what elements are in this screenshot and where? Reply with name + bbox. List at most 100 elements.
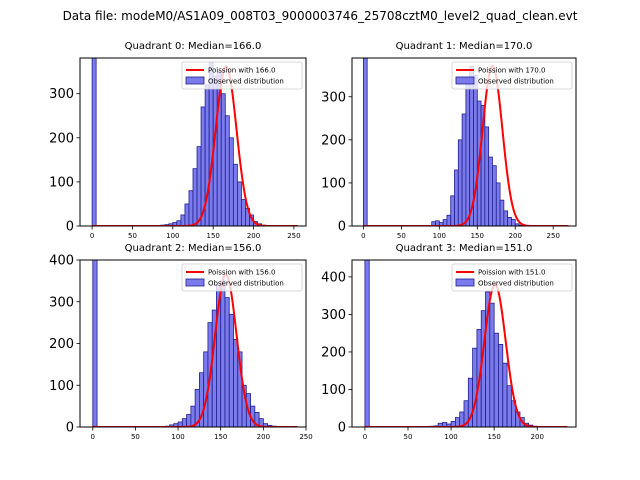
histogram-bar <box>220 280 226 427</box>
x-tick-label: 100 <box>166 232 179 240</box>
histogram-bar <box>224 115 230 226</box>
y-tick-label: 200 <box>321 133 346 148</box>
histogram-bar <box>236 181 242 226</box>
legend-label-observed: Observed distribution <box>478 78 554 86</box>
subplot-quadrant-2: 0 50 100 150 200 250 0 100 200 300 400 Quadrant 2: … <box>49 243 313 441</box>
histogram-bar <box>454 169 459 226</box>
legend-bar-swatch <box>455 76 475 85</box>
histogram-bar <box>489 302 495 427</box>
histogram-bar <box>450 195 455 226</box>
x-tick-label: 50 <box>131 433 140 441</box>
y-tick-label: 100 <box>49 379 74 394</box>
legend-bar-swatch <box>185 278 205 287</box>
x-tick-label: 0 <box>361 232 365 240</box>
x-tick-label: 200 <box>531 433 544 441</box>
axes-frame <box>79 57 307 227</box>
legend-label-observed: Observed distribution <box>478 280 554 288</box>
histogram-bar <box>461 113 467 226</box>
legend-box <box>451 263 573 292</box>
x-tick-label: 0 <box>90 232 94 240</box>
histogram-bar <box>499 199 505 226</box>
histogram-bar <box>498 344 504 427</box>
histogram-bar <box>192 168 198 226</box>
legend-bar-swatch <box>185 76 205 85</box>
histogram-bar <box>503 210 509 226</box>
legend-label-observed: Observed distribution <box>208 78 284 86</box>
x-tick-label: 200 <box>257 433 270 441</box>
y-tick-label: 300 <box>321 308 346 323</box>
subplot-quadrant-3: 0 50 100 150 200 0 100 200 300 400 Quadrant 3: Med… <box>321 243 577 441</box>
histogram-bar <box>228 313 234 427</box>
x-tick-label: 100 <box>171 433 184 441</box>
histogram-bar <box>233 338 239 427</box>
histogram-bar <box>224 297 230 427</box>
y-tick-label: 400 <box>321 270 346 285</box>
legend-box <box>181 61 303 90</box>
legend-label-poisson: Poission with 170.0 <box>478 67 546 75</box>
x-tick-label: 250 <box>299 433 312 441</box>
histogram-bar <box>220 93 226 226</box>
histogram-bar <box>457 139 463 226</box>
histogram-bar-zero <box>91 58 97 226</box>
histogram-bar <box>232 163 238 226</box>
subplot-title: Quadrant 2: Median=156.0 <box>125 243 262 254</box>
subplot-quadrant-1: 0 50 100 150 200 250 0 100 200 300 Quadrant 1: Med… <box>321 41 577 240</box>
subplots: 0 50 100 150 200 250 0 100 200 300 Quadrant 0: Med… <box>49 41 577 441</box>
x-tick-label: 50 <box>404 433 413 441</box>
x-tick-label: 0 <box>363 433 367 441</box>
y-tick-label: 0 <box>338 220 346 235</box>
y-tick-label: 100 <box>321 176 346 191</box>
histogram-bar <box>473 74 478 226</box>
y-tick-label: 100 <box>49 175 74 190</box>
histogram-bar <box>495 182 501 226</box>
x-tick-label: 50 <box>397 232 406 240</box>
histogram-bar <box>184 203 190 226</box>
x-tick-label: 250 <box>547 232 560 240</box>
subplot-title: Quadrant 1: Median=170.0 <box>396 41 533 52</box>
y-tick-label: 300 <box>49 295 74 310</box>
histogram-bar <box>465 79 471 226</box>
histogram-bar-zero <box>92 260 98 427</box>
y-tick-label: 300 <box>49 87 74 102</box>
histogram-bar <box>488 156 493 226</box>
legend-box <box>181 263 303 292</box>
histogram-bar <box>196 146 202 226</box>
y-tick-label: 200 <box>49 337 74 352</box>
x-tick-label: 150 <box>214 433 227 441</box>
histogram-bar <box>506 385 512 427</box>
histogram-bar <box>180 214 186 226</box>
x-tick-label: 50 <box>128 232 137 240</box>
histogram-bar <box>480 310 486 427</box>
x-tick-label: 200 <box>509 232 522 240</box>
legend-bar-swatch <box>455 278 475 287</box>
legend-label-observed: Observed distribution <box>208 280 284 288</box>
histogram-bar <box>493 332 499 427</box>
legend-label-poisson: Poission with 151.0 <box>478 269 546 277</box>
y-tick-label: 200 <box>321 345 346 360</box>
histogram-bar <box>492 165 497 226</box>
subplot-title: Quadrant 3: Median=151.0 <box>396 243 533 254</box>
histogram-bar <box>188 190 194 226</box>
histogram-bar-zero <box>362 58 368 226</box>
y-tick-label: 200 <box>49 131 74 146</box>
x-tick-label: 250 <box>287 232 300 240</box>
histogram-bar <box>472 347 478 427</box>
legend-box <box>451 61 573 90</box>
histogram-bar <box>241 199 246 226</box>
y-tick-label: 0 <box>66 421 74 436</box>
legend-label-poisson: Poission with 166.0 <box>208 67 276 75</box>
x-tick-label: 0 <box>91 433 95 441</box>
histogram-bar <box>181 418 188 427</box>
y-tick-label: 400 <box>49 254 74 269</box>
histogram-bar <box>484 126 490 226</box>
y-tick-label: 300 <box>321 90 346 105</box>
y-tick-label: 100 <box>321 383 346 398</box>
subplot-quadrant-0: 0 50 100 150 200 250 0 100 200 300 Quadrant 0: Med… <box>49 41 307 240</box>
y-tick-label: 0 <box>66 220 74 235</box>
histogram-bar <box>446 214 452 226</box>
histogram-bar <box>228 137 234 226</box>
x-tick-label: 100 <box>444 433 457 441</box>
histogram-bar <box>186 414 192 427</box>
subplot-title: Quadrant 0: Median=166.0 <box>125 41 262 52</box>
axes-frame <box>351 259 577 428</box>
